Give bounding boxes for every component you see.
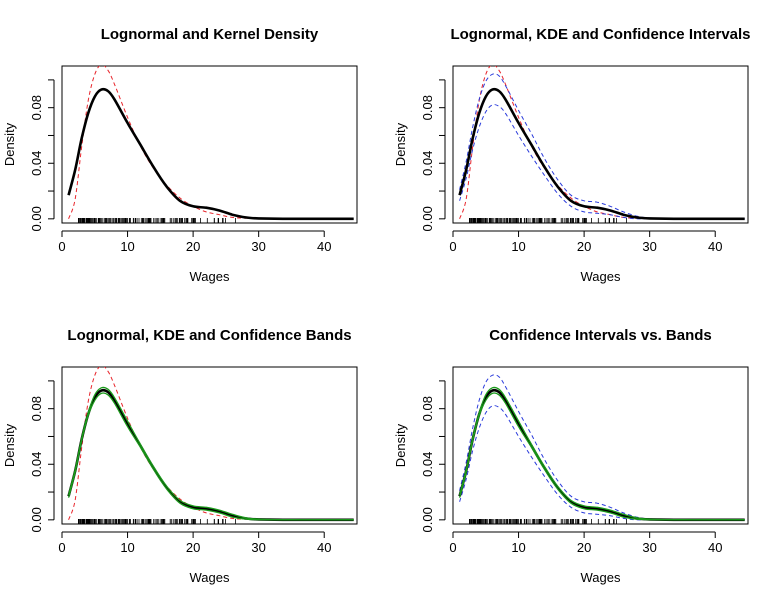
y-tick-label: 0.08 (420, 396, 435, 421)
plot-frame (452, 366, 749, 525)
x-tick-label: 10 (511, 540, 525, 555)
y-tick-label: 0.00 (29, 206, 44, 231)
rug (468, 519, 627, 524)
series-kde-line (458, 87, 745, 221)
plot-frame (61, 366, 358, 525)
chart-panel-4: Confidence Intervals vs. Bands 0 10 20 30 40 W… (393, 327, 749, 585)
x-tick-label: 10 (120, 239, 134, 254)
series-ci-lower-line (459, 104, 745, 220)
y-tick-label: 0.04 (420, 452, 435, 477)
chart-title: Lognormal, KDE and Confidence Intervals (450, 26, 750, 43)
x-tick-label: 40 (708, 540, 722, 555)
x-axis-label: Wages (581, 570, 621, 585)
y-tick-label: 0.00 (29, 507, 44, 532)
rug (468, 218, 627, 223)
series-lognormal-line (68, 66, 354, 220)
x-tick-label: 10 (511, 239, 525, 254)
y-axis-label: Density (393, 122, 408, 166)
y-axis-label: Density (2, 122, 17, 166)
chart-title: Lognormal and Kernel Density (101, 26, 319, 43)
x-axis-label: Wages (581, 269, 621, 284)
series-band-upper-line (67, 386, 354, 521)
series-band-upper-line (458, 386, 745, 521)
chart-panel-2: Lognormal, KDE and Confidence Intervals 0… (393, 26, 751, 284)
y-tick-label: 0.04 (29, 452, 44, 477)
curves (67, 367, 354, 522)
x-tick-label: 40 (317, 540, 331, 555)
y-tick-label: 0.08 (29, 95, 44, 120)
x-tick-label: 30 (642, 239, 656, 254)
rug (78, 519, 236, 524)
y-tick-label: 0.08 (420, 95, 435, 120)
y-tick-label: 0.00 (420, 507, 435, 532)
y-tick-label: 0.00 (420, 206, 435, 231)
curves (458, 66, 745, 221)
series-kde-line (67, 87, 354, 221)
curves (458, 374, 745, 522)
x-tick-label: 0 (449, 239, 456, 254)
x-tick-label: 10 (120, 540, 134, 555)
x-tick-label: 30 (251, 239, 265, 254)
x-tick-label: 30 (642, 540, 656, 555)
series-band-lower-line (67, 392, 354, 521)
series-ci-lower-line (459, 405, 745, 521)
y-tick-label: 0.08 (29, 396, 44, 421)
x-tick-label: 20 (186, 540, 200, 555)
x-tick-label: 20 (577, 239, 591, 254)
series-kde-line (67, 388, 354, 522)
series-band-lower-line (458, 392, 745, 521)
chart-title: Confidence Intervals vs. Bands (489, 327, 712, 344)
x-tick-label: 30 (251, 540, 265, 555)
series-lognormal-line (459, 66, 745, 220)
x-tick-label: 0 (58, 239, 65, 254)
y-tick-label: 0.04 (29, 151, 44, 176)
plot-frame (452, 65, 749, 224)
x-tick-label: 20 (577, 540, 591, 555)
rug (78, 218, 236, 223)
x-axis-label: Wages (190, 570, 230, 585)
x-tick-label: 40 (708, 239, 722, 254)
x-tick-label: 20 (186, 239, 200, 254)
y-axis-label: Density (2, 423, 17, 467)
x-tick-label: 0 (58, 540, 65, 555)
plot-frame (61, 65, 358, 224)
chart-panel-3: Lognormal, KDE and Confidence Bands 0 10 20… (2, 327, 358, 585)
curves (67, 66, 354, 221)
y-tick-label: 0.04 (420, 151, 435, 176)
chart-panel-1: Lognormal and Kernel Density 0 10 20 30 40 Wag… (2, 26, 358, 284)
series-lognormal-line (68, 367, 354, 521)
chart-title: Lognormal, KDE and Confidence Bands (67, 327, 351, 344)
x-tick-label: 40 (317, 239, 331, 254)
y-axis-label: Density (393, 423, 408, 467)
x-axis-label: Wages (190, 269, 230, 284)
x-tick-label: 0 (449, 540, 456, 555)
